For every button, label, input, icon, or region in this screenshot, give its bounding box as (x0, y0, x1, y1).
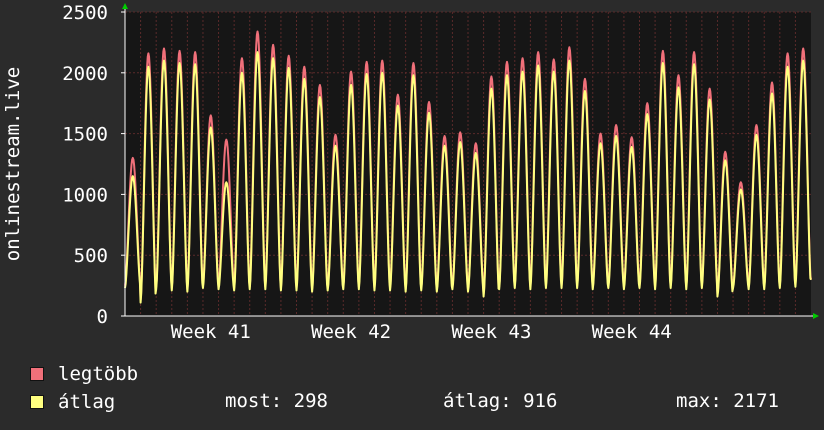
stat-average: átlag: 916 (443, 390, 558, 412)
legend-swatch-max (30, 367, 44, 381)
y-tick-label-0: 0 (97, 306, 108, 328)
stat-now: most: 298 (225, 390, 328, 412)
legend-item-max: legtöbb (30, 362, 138, 386)
x-tick-label-2: Week 43 (451, 321, 531, 343)
x-axis-arrow (813, 313, 819, 319)
y-tick-labels: 0 500 1000 1500 2000 2500 (62, 2, 108, 328)
stat-max: max: 2171 (676, 390, 779, 412)
y-tick-label-3: 1500 (62, 124, 108, 146)
y-axis-arrow (122, 3, 128, 9)
y-axis-label: onlinestream.live (2, 67, 24, 261)
grid-lines (125, 11, 811, 316)
series-line-avg (124, 51, 812, 304)
x-tick-label-1: Week 42 (311, 321, 391, 343)
series-lines (124, 30, 812, 304)
legend-swatch-avg (30, 395, 44, 409)
x-tick-label-0: Week 41 (171, 321, 251, 343)
y-tick-label-5: 2500 (62, 2, 108, 24)
x-tick-labels: Week 41 Week 42 Week 43 Week 44 (171, 321, 672, 343)
y-tick-label-2: 1000 (62, 184, 108, 206)
y-tick-label-4: 2000 (62, 63, 108, 85)
axes (121, 3, 819, 319)
x-tick-label-3: Week 44 (592, 321, 672, 343)
legend-label-max: legtöbb (58, 363, 139, 385)
y-tick-label-1: 500 (74, 245, 108, 267)
legend-item-avg: átlag (30, 390, 115, 414)
legend-label-avg: átlag (58, 391, 116, 413)
